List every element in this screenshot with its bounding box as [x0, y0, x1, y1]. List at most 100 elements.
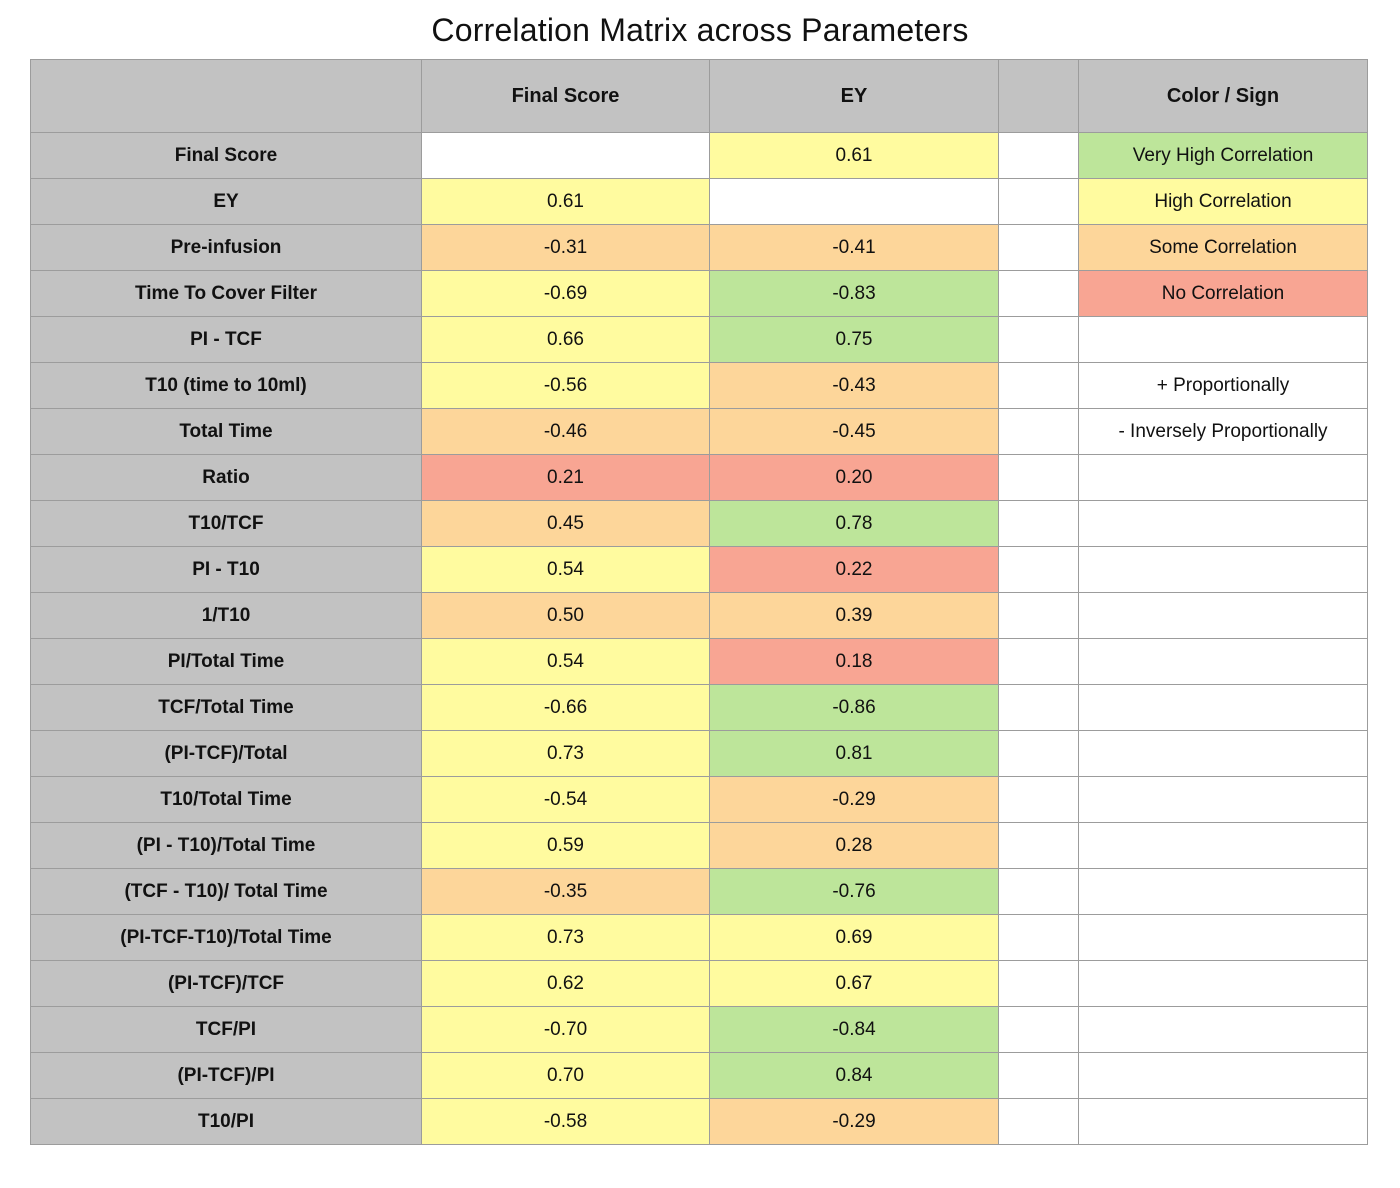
correlation-cell-final-score: 0.59 [421, 822, 710, 869]
correlation-cell-final-score: 0.70 [421, 1052, 710, 1099]
table-row: (PI-TCF-T10)/Total Time 0.73 0.69 [30, 914, 1368, 961]
matrix-body: Final Score 0.61 Very High Correlation EY 0.… [30, 132, 1368, 1145]
correlation-cell-final-score: 0.54 [421, 546, 710, 593]
gap-cell [998, 132, 1079, 179]
table-row: T10/PI -0.58 -0.29 [30, 1098, 1368, 1145]
correlation-cell-ey: -0.43 [709, 362, 999, 409]
legend-empty-cell [1078, 592, 1368, 639]
gap-cell [998, 914, 1079, 961]
correlation-cell-ey: -0.84 [709, 1006, 999, 1053]
chart-title: Correlation Matrix across Parameters [431, 12, 969, 48]
correlation-cell-final-score: 0.54 [421, 638, 710, 685]
table-row: PI - T10 0.54 0.22 [30, 546, 1368, 593]
row-label: T10/PI [30, 1098, 422, 1145]
correlation-cell-ey: 0.84 [709, 1052, 999, 1099]
correlation-cell-ey: 0.69 [709, 914, 999, 961]
row-label: Ratio [30, 454, 422, 501]
correlation-cell-ey: 0.18 [709, 638, 999, 685]
correlation-cell-ey: 0.39 [709, 592, 999, 639]
correlation-cell-final-score: 0.61 [421, 178, 710, 225]
legend-entry [1078, 316, 1368, 363]
table-row: (PI-TCF)/Total 0.73 0.81 [30, 730, 1368, 777]
row-label: TCF/PI [30, 1006, 422, 1053]
correlation-cell-final-score: -0.66 [421, 684, 710, 731]
legend-empty-cell [1078, 822, 1368, 869]
table-row: T10/Total Time -0.54 -0.29 [30, 776, 1368, 823]
gap-cell [998, 822, 1079, 869]
gap-cell [998, 224, 1079, 271]
legend-empty-cell [1078, 638, 1368, 685]
correlation-cell-final-score: 0.73 [421, 730, 710, 777]
table-row: (TCF - T10)/ Total Time -0.35 -0.76 [30, 868, 1368, 915]
gap-cell [998, 592, 1079, 639]
row-label: PI - T10 [30, 546, 422, 593]
correlation-cell-ey: 0.75 [709, 316, 999, 363]
gap-cell [998, 408, 1079, 455]
legend-empty-cell [1078, 1098, 1368, 1145]
legend-empty-cell [1078, 684, 1368, 731]
table-row: (PI-TCF)/PI 0.70 0.84 [30, 1052, 1368, 1099]
correlation-matrix-table: Final Score EY Color / Sign Final Score 0… [30, 59, 1368, 1145]
correlation-cell-final-score: -0.35 [421, 868, 710, 915]
correlation-cell-ey: 0.81 [709, 730, 999, 777]
table-row: Ratio 0.21 0.20 [30, 454, 1368, 501]
correlation-cell-final-score [421, 132, 710, 179]
legend-entry: Very High Correlation [1078, 132, 1368, 179]
column-header-final-score: Final Score [421, 59, 710, 133]
table-row: Time To Cover Filter -0.69 -0.83 No Correla… [30, 270, 1368, 317]
legend-entry: No Correlation [1078, 270, 1368, 317]
row-label: T10 (time to 10ml) [30, 362, 422, 409]
legend-empty-cell [1078, 1052, 1368, 1099]
row-label: (PI-TCF)/TCF [30, 960, 422, 1007]
correlation-cell-ey: -0.45 [709, 408, 999, 455]
legend-empty-cell [1078, 546, 1368, 593]
table-row: 1/T10 0.50 0.39 [30, 592, 1368, 639]
column-header-gap [998, 59, 1079, 133]
gap-cell [998, 178, 1079, 225]
table-row: T10/TCF 0.45 0.78 [30, 500, 1368, 547]
correlation-cell-ey: -0.29 [709, 1098, 999, 1145]
row-label: TCF/Total Time [30, 684, 422, 731]
legend-empty-cell [1078, 960, 1368, 1007]
gap-cell [998, 684, 1079, 731]
table-row: Pre-infusion -0.31 -0.41 Some Correlation [30, 224, 1368, 271]
legend-empty-cell [1078, 1006, 1368, 1053]
correlation-cell-final-score: -0.56 [421, 362, 710, 409]
row-label: (PI - T10)/Total Time [30, 822, 422, 869]
row-label: T10/Total Time [30, 776, 422, 823]
correlation-cell-ey: -0.76 [709, 868, 999, 915]
gap-cell [998, 868, 1079, 915]
correlation-cell-final-score: -0.54 [421, 776, 710, 823]
row-label: PI - TCF [30, 316, 422, 363]
correlation-cell-final-score: -0.46 [421, 408, 710, 455]
row-label: Final Score [30, 132, 422, 179]
correlation-cell-ey: 0.28 [709, 822, 999, 869]
correlation-cell-ey: -0.41 [709, 224, 999, 271]
corner-header-cell [30, 59, 422, 133]
table-row: Final Score 0.61 Very High Correlation [30, 132, 1368, 179]
gap-cell [998, 500, 1079, 547]
table-row: PI - TCF 0.66 0.75 [30, 316, 1368, 363]
row-label: Pre-infusion [30, 224, 422, 271]
row-label: 1/T10 [30, 592, 422, 639]
legend-empty-cell [1078, 730, 1368, 777]
row-label: EY [30, 178, 422, 225]
gap-cell [998, 1052, 1079, 1099]
table-row: TCF/Total Time -0.66 -0.86 [30, 684, 1368, 731]
row-label: Time To Cover Filter [30, 270, 422, 317]
row-label: (PI-TCF-T10)/Total Time [30, 914, 422, 961]
correlation-cell-ey: 0.20 [709, 454, 999, 501]
gap-cell [998, 1098, 1079, 1145]
table-row: TCF/PI -0.70 -0.84 [30, 1006, 1368, 1053]
column-header-legend: Color / Sign [1078, 59, 1368, 133]
legend-entry: - Inversely Proportionally [1078, 408, 1368, 455]
gap-cell [998, 546, 1079, 593]
correlation-cell-final-score: 0.21 [421, 454, 710, 501]
row-label: PI/Total Time [30, 638, 422, 685]
row-label: Total Time [30, 408, 422, 455]
legend-empty-cell [1078, 914, 1368, 961]
row-label: (PI-TCF)/PI [30, 1052, 422, 1099]
header-row: Final Score EY Color / Sign [30, 59, 1368, 133]
table-row: PI/Total Time 0.54 0.18 [30, 638, 1368, 685]
correlation-cell-final-score: 0.50 [421, 592, 710, 639]
